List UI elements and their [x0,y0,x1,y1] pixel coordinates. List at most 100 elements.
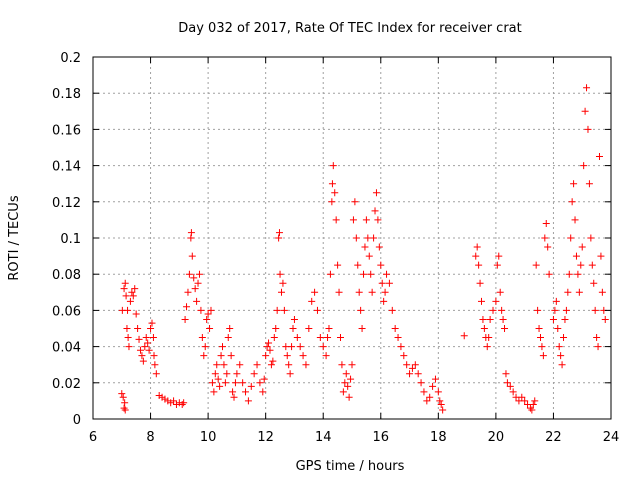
data-point [558,361,566,369]
data-point [588,261,596,269]
data-point [250,370,258,378]
data-point [223,370,231,378]
data-point [178,401,186,409]
y-tick-label: 0 [73,413,81,428]
data-point [478,297,485,305]
data-point [368,288,376,296]
data-point [585,180,593,188]
x-tick-label: 16 [373,430,390,445]
data-point [119,393,127,401]
data-point [568,198,576,206]
data-point [358,325,366,332]
data-point [572,252,580,260]
x-tick-label: 22 [545,430,562,445]
data-point [575,288,583,296]
data-point [374,216,382,224]
data-point [554,325,562,332]
data-point [231,379,239,387]
data-point [193,297,201,305]
data-point [344,382,352,390]
data-point [578,243,586,251]
data-point [420,388,428,396]
data-point [128,288,136,296]
data-point [120,404,128,412]
data-point [385,279,393,287]
data-point [476,279,484,287]
y-tick-label: 0.04 [52,341,81,356]
data-point [391,325,399,332]
data-point [329,162,337,170]
data-point [183,303,191,311]
data-point [180,399,188,407]
data-point [259,388,267,396]
data-point [352,234,360,242]
data-point [335,288,343,296]
x-tick-label: 6 [89,430,97,445]
data-point [253,361,261,369]
data-point [434,388,442,396]
data-point [184,288,192,296]
data-point [496,288,504,296]
data-point [135,335,143,343]
data-point [479,315,487,323]
data-point [150,352,158,360]
data-point [580,162,588,170]
data-point [601,315,609,323]
data-point [370,234,378,242]
data-point [299,352,307,360]
data-point [203,315,211,323]
data-point [139,357,147,365]
data-point [311,288,319,296]
data-point [200,352,208,360]
data-point [436,397,444,405]
data-point [561,315,569,323]
data-point [220,361,228,369]
data-point [367,270,375,278]
data-point [239,379,247,387]
data-point [136,346,144,354]
data-point [375,243,383,251]
data-point [334,261,342,269]
data-point [560,334,568,342]
data-point [326,270,334,278]
data-point [213,361,221,369]
data-point [362,216,370,224]
data-point [293,334,301,342]
data-point [224,334,232,342]
data-point [460,332,468,340]
data-point [348,361,356,369]
y-tick-label: 0.12 [52,196,81,211]
data-point [598,288,606,296]
data-point [269,357,277,365]
data-point [567,234,575,242]
data-point [531,397,539,405]
data-point [308,297,316,305]
data-point [181,315,189,323]
data-point [247,382,255,390]
data-point [595,153,603,161]
x-tick-label: 10 [200,430,217,445]
data-point [535,325,543,332]
data-point [562,306,570,314]
data-point [414,370,422,378]
data-point [131,285,139,293]
data-point [526,404,534,412]
data-point [142,334,150,342]
y-tick-label: 0.02 [52,377,81,392]
data-point [361,243,369,251]
data-point [534,306,542,314]
data-point [324,334,332,342]
data-point [423,397,431,405]
data-point [388,306,396,314]
data-point [208,379,216,387]
data-point [201,343,209,351]
data-point [544,243,552,251]
data-point [417,379,425,387]
data-point [485,334,493,342]
data-point [276,270,284,278]
data-point [305,325,313,332]
data-point [217,352,225,360]
data-point [411,361,419,369]
data-point [275,229,283,237]
x-tick-label: 24 [603,430,620,445]
